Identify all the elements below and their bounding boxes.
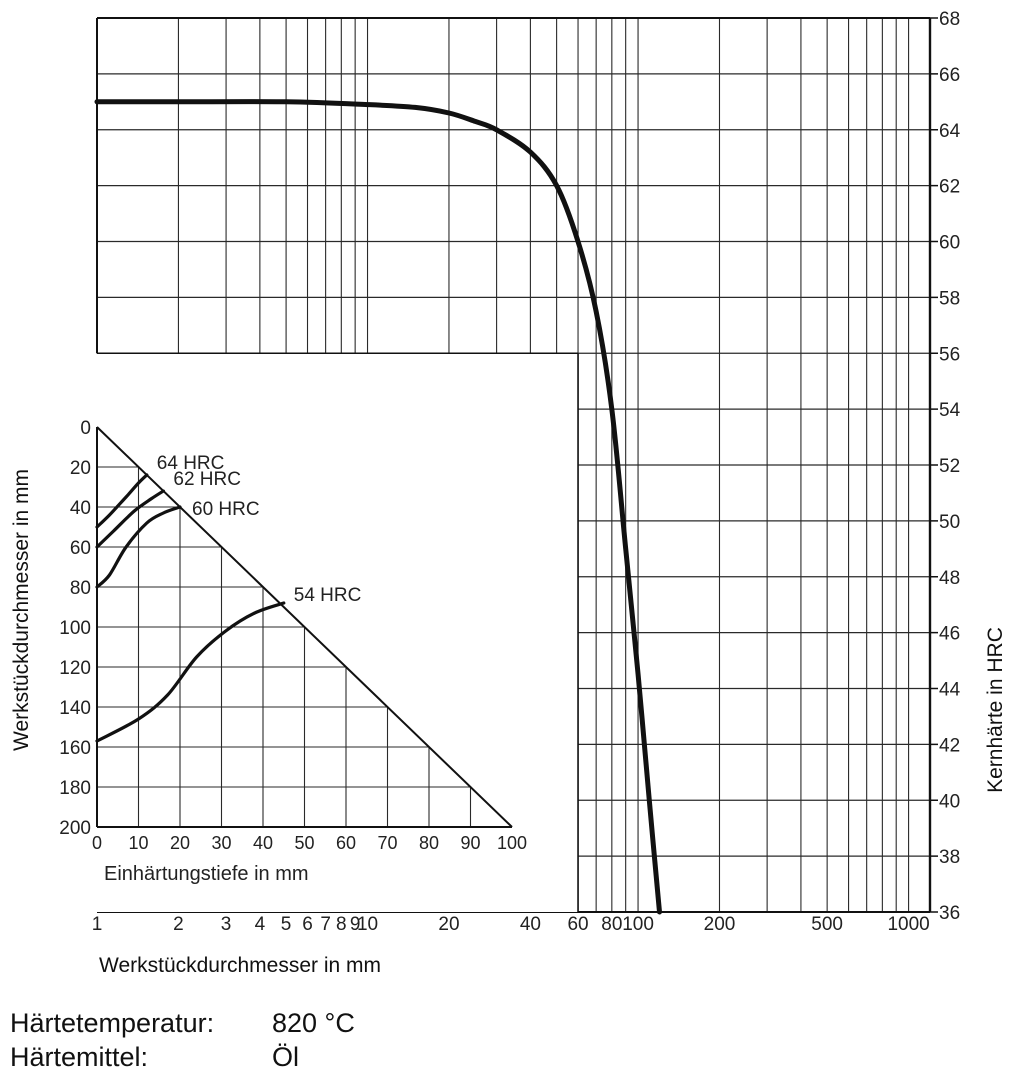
- x-tick-label: 3: [221, 914, 232, 935]
- x-tick-label: 8: [336, 914, 347, 935]
- inset-x-tick-label: 60: [336, 833, 356, 853]
- inset-x-tick-label: 90: [460, 833, 480, 853]
- y-tick-label: 54: [939, 400, 961, 421]
- x-tick-label: 7: [320, 914, 331, 935]
- x-tick-label: 5: [281, 914, 292, 935]
- x-tick-label: 10: [357, 914, 378, 935]
- x-tick-label: 20: [438, 914, 459, 935]
- quenching-medium-value: Öl: [272, 1042, 299, 1072]
- hardening-depth-curve: [95, 473, 149, 529]
- hardening-depth-curve: [95, 505, 182, 589]
- inset-limit-diagonal: [96, 426, 513, 828]
- y-tick-label: 52: [939, 456, 960, 477]
- curve-label: 64 HRC: [157, 453, 225, 474]
- x-tick-label: 200: [704, 914, 736, 935]
- y-tick-label: 58: [939, 288, 960, 309]
- inset-background: [97, 352, 579, 912]
- inset-y-tick-label: 160: [59, 738, 91, 759]
- inset-x-axis-title: Einhärtungstiefe in mm: [104, 863, 309, 885]
- inset-y-tick-label: 80: [70, 578, 91, 599]
- x-tick-label: 1: [92, 914, 103, 935]
- x-tick-label: 4: [255, 914, 266, 935]
- inset-y-tick-label: 100: [59, 618, 91, 639]
- y-tick-label: 36: [939, 903, 960, 924]
- hardening-depth-curve: [95, 601, 286, 743]
- x-tick-label: 6: [302, 914, 313, 935]
- y-tick-label: 64: [939, 121, 961, 142]
- inset-x-tick-label: 80: [419, 833, 439, 853]
- inset-y-tick-label: 120: [59, 658, 91, 679]
- x-tick-label: 2: [173, 914, 184, 935]
- y-tick-label: 46: [939, 624, 960, 645]
- inset-y-tick-label: 180: [59, 778, 91, 799]
- inset-x-tick-label: 40: [253, 833, 273, 853]
- curve-label: 62 HRC: [173, 469, 241, 490]
- y-tick-label: 56: [939, 344, 960, 365]
- y-tick-label: 62: [939, 177, 960, 198]
- y-axis-title: Kernhärte in HRC: [984, 627, 1007, 793]
- hardening-temperature-value: 820 °C: [272, 1008, 355, 1038]
- y-tick-label: 68: [939, 9, 960, 30]
- y-tick-label: 38: [939, 847, 960, 868]
- core-hardness-curve: [94, 99, 662, 915]
- inset-y-tick-label: 20: [70, 458, 91, 479]
- y-tick-label: 44: [939, 680, 961, 701]
- inset-panel: [97, 353, 579, 912]
- x-tick-label: 80: [601, 914, 622, 935]
- inset-x-tick-label: 70: [377, 833, 397, 853]
- inset-x-tick-label: 20: [170, 833, 190, 853]
- x-axis-title: Werkstückdurchmesser in mm: [99, 954, 381, 977]
- hardening-temperature-label: Härtetemperatur:: [10, 1008, 215, 1038]
- inset-y-tick-label: 0: [80, 418, 91, 439]
- y-tick-label: 66: [939, 65, 960, 86]
- x-tick-label: 60: [567, 914, 588, 935]
- quenching-medium-label: Härtemittel:: [10, 1042, 149, 1072]
- x-tick-label: 40: [520, 914, 541, 935]
- y-tick-label: 48: [939, 568, 960, 589]
- y-tick-label: 40: [939, 791, 960, 812]
- main-curve-layer: [94, 99, 662, 915]
- inset-y-axis-title: Werkstückdurchmesser in mm: [10, 469, 33, 751]
- quenching-medium-row: Härtemittel: Öl: [10, 1042, 299, 1073]
- x-tick-label: 100: [622, 914, 654, 935]
- inset-x-tick-label: 30: [211, 833, 231, 853]
- inset-x-tick-label: 100: [497, 833, 527, 853]
- inset-x-tick-label: 0: [92, 833, 102, 853]
- y-tick-label: 42: [939, 735, 960, 756]
- inset-grid: [96, 426, 513, 828]
- inset-x-tick-label: 50: [294, 833, 314, 853]
- main-grid: [96, 17, 938, 913]
- inset-y-tick-label: 60: [70, 538, 91, 559]
- y-tick-label: 60: [939, 233, 960, 254]
- inset-y-tick-label: 40: [70, 498, 91, 519]
- curve-label: 60 HRC: [192, 499, 260, 520]
- inset-curves-layer: [95, 473, 286, 743]
- inset-x-tick-label: 10: [128, 833, 148, 853]
- hardening-depth-curve: [95, 489, 165, 549]
- x-tick-label: 9: [350, 914, 361, 935]
- hardening-temperature-row: Härtetemperatur: 820 °C: [10, 1008, 355, 1039]
- x-tick-label: 1000: [887, 914, 929, 935]
- y-tick-label: 50: [939, 512, 960, 533]
- inset-y-tick-label: 200: [59, 818, 91, 839]
- curve-label: 54 HRC: [294, 585, 362, 606]
- x-tick-label: 500: [811, 914, 843, 935]
- inset-y-tick-label: 140: [59, 698, 91, 719]
